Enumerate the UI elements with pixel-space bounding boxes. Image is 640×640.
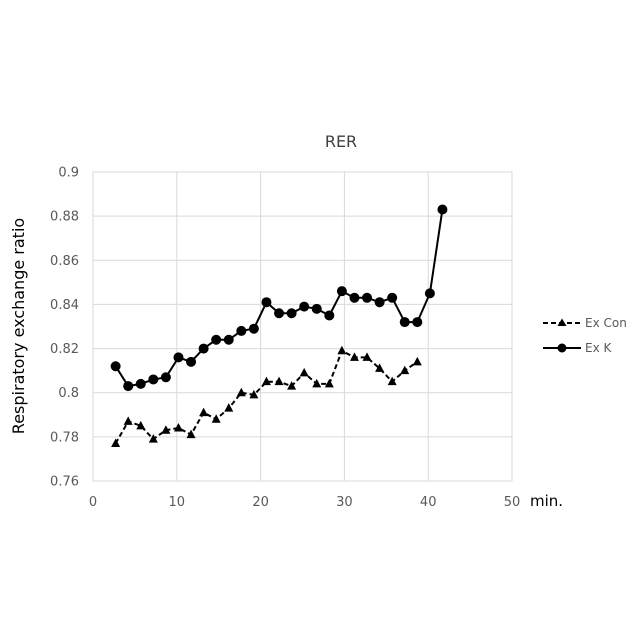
data-point-ex-k bbox=[173, 352, 183, 362]
data-point-ex-k bbox=[400, 317, 410, 327]
data-point-ex-k bbox=[148, 374, 158, 384]
legend: Ex Con Ex K bbox=[543, 316, 627, 355]
data-point-ex-con bbox=[413, 357, 422, 366]
data-point-ex-con bbox=[212, 414, 221, 423]
data-point-ex-k bbox=[261, 297, 271, 307]
data-point-ex-k bbox=[324, 310, 334, 320]
data-point-ex-con bbox=[337, 346, 346, 355]
data-point-ex-k bbox=[312, 304, 322, 314]
y-tick-label: 0.76 bbox=[50, 475, 79, 490]
plot-area-border bbox=[93, 172, 512, 481]
y-axis-label: Respiratory exchange ratio bbox=[9, 218, 28, 434]
data-point-ex-k bbox=[387, 293, 397, 303]
y-tick-label: 0.84 bbox=[50, 298, 79, 313]
series-ex-con bbox=[111, 346, 422, 447]
data-point-ex-k bbox=[161, 372, 171, 382]
gridlines bbox=[93, 172, 512, 481]
series-ex-k bbox=[111, 205, 448, 392]
x-tick-label: 10 bbox=[169, 495, 186, 510]
data-point-ex-k bbox=[111, 361, 121, 371]
data-point-ex-k bbox=[437, 205, 447, 215]
data-point-ex-k bbox=[199, 344, 209, 354]
series-layer bbox=[111, 205, 448, 447]
data-point-ex-con bbox=[124, 416, 133, 425]
data-point-ex-con bbox=[174, 423, 183, 432]
x-tick-label: 20 bbox=[252, 495, 269, 510]
x-tick-labels: 0 10 20 30 40 50 bbox=[89, 495, 520, 510]
data-point-ex-k bbox=[211, 335, 221, 345]
chart-title: RER bbox=[325, 132, 357, 151]
x-tick-label: 0 bbox=[89, 495, 97, 510]
x-tick-label: 30 bbox=[336, 495, 353, 510]
data-point-ex-k bbox=[337, 286, 347, 296]
y-tick-label: 0.86 bbox=[50, 254, 79, 269]
y-tick-label: 0.88 bbox=[50, 210, 79, 225]
legend-marker-triangle bbox=[558, 319, 567, 327]
data-point-ex-k bbox=[349, 293, 359, 303]
data-point-ex-k bbox=[375, 297, 385, 307]
data-point-ex-k bbox=[425, 288, 435, 298]
data-point-ex-con bbox=[300, 368, 309, 377]
data-point-ex-con bbox=[199, 408, 208, 417]
legend-item-ex-k: Ex K bbox=[543, 341, 612, 355]
x-axis-label: min. bbox=[530, 492, 563, 510]
y-tick-label: 0.8 bbox=[58, 386, 79, 401]
legend-label-ex-con: Ex Con bbox=[585, 316, 627, 330]
data-point-ex-con bbox=[400, 366, 409, 375]
legend-label-ex-k: Ex K bbox=[585, 341, 612, 355]
legend-item-ex-con: Ex Con bbox=[543, 316, 627, 330]
data-point-ex-k bbox=[287, 308, 297, 318]
data-point-ex-con bbox=[237, 388, 246, 397]
data-point-ex-k bbox=[123, 381, 133, 391]
data-point-ex-con bbox=[312, 379, 321, 388]
data-point-ex-con bbox=[287, 381, 296, 390]
data-point-ex-k bbox=[299, 302, 309, 312]
data-point-ex-k bbox=[186, 357, 196, 367]
y-tick-label: 0.82 bbox=[50, 342, 79, 357]
data-point-ex-k bbox=[249, 324, 259, 334]
y-tick-label: 0.78 bbox=[50, 430, 79, 445]
legend-marker-circle bbox=[558, 344, 567, 353]
data-point-ex-k bbox=[136, 379, 146, 389]
x-tick-label: 40 bbox=[420, 495, 437, 510]
y-tick-label: 0.9 bbox=[58, 166, 79, 181]
data-point-ex-k bbox=[362, 293, 372, 303]
series-line-ex-con bbox=[116, 351, 418, 444]
data-point-ex-k bbox=[236, 326, 246, 336]
x-tick-label: 50 bbox=[504, 495, 521, 510]
data-point-ex-k bbox=[412, 317, 422, 327]
data-point-ex-k bbox=[274, 308, 284, 318]
data-point-ex-k bbox=[224, 335, 234, 345]
y-tick-labels: 0.76 0.78 0.8 0.82 0.84 0.86 0.88 0.9 bbox=[50, 166, 79, 490]
